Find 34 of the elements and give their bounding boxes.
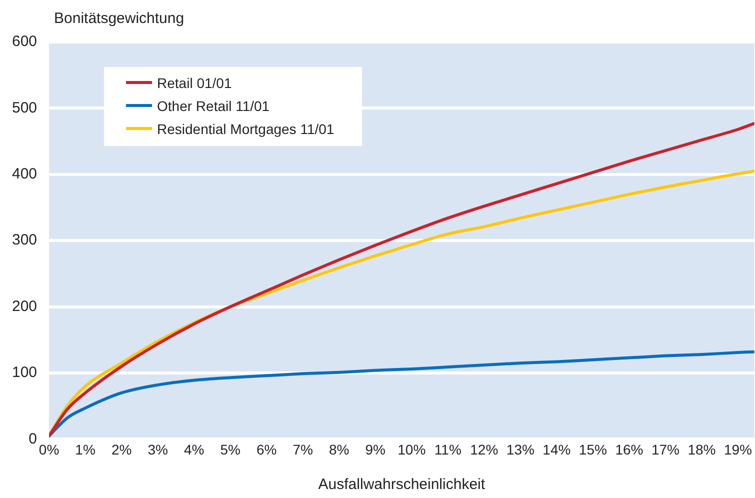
x-tick-label: 6% [256, 441, 277, 458]
x-tick-label: 1% [75, 441, 96, 458]
legend-label: Residential Mortgages 11/01 [157, 120, 334, 136]
y-tick-label: 100 [12, 364, 38, 382]
x-tick-label: 5% [220, 441, 240, 458]
x-tick-label: 9% [365, 441, 386, 458]
x-tick-label: 7% [292, 441, 313, 458]
x-tick-label: 17% [651, 441, 680, 458]
x-tick-label: 0% [38, 441, 60, 458]
y-tick-label: 500 [12, 99, 38, 116]
x-tick-label: 15% [578, 441, 607, 458]
x-tick-label: 13% [506, 441, 534, 458]
legend-label: Retail 01/01 [157, 74, 232, 90]
y-axis-title: Bonitätsgewichtung [54, 10, 184, 27]
y-tick-label: 400 [12, 166, 38, 183]
legend-label: Other Retail 11/01 [157, 98, 270, 114]
x-tick-label: 2% [111, 441, 132, 458]
x-tick-label: 14% [542, 441, 571, 458]
line-series [49, 122, 754, 438]
x-tick-label: 18% [688, 441, 716, 458]
y-tick-label: 300 [12, 232, 38, 249]
x-tick-label: 16% [615, 441, 644, 458]
x-tick-label: 10% [398, 441, 426, 458]
y-tick-label: 600 [12, 33, 38, 50]
x-axis-title: Ausfallwahrscheinlichkeit [318, 476, 486, 494]
line-series [49, 350, 754, 438]
x-tick-label: 19% [724, 441, 752, 458]
y-tick-label: 200 [12, 298, 38, 315]
x-tick-label: 4% [184, 441, 204, 458]
x-tick-label: 8% [329, 441, 350, 458]
x-tick-label: 3% [148, 441, 168, 458]
x-tick-label: 11% [434, 441, 462, 458]
y-tick-label: 0 [28, 430, 38, 448]
x-tick-label: 12% [470, 441, 498, 458]
